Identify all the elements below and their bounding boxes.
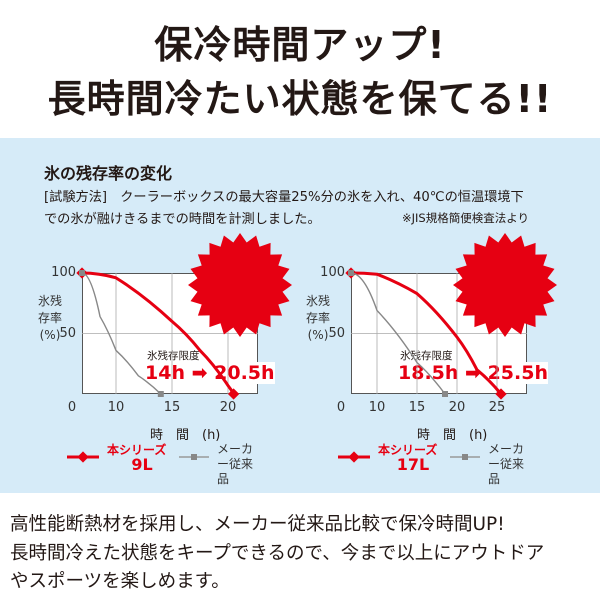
y-axis-label: 氷残存率(%) <box>306 294 331 342</box>
legend-square-icon <box>462 454 468 460</box>
legend-series-size: 17L <box>396 455 430 474</box>
arrow-right-icon: ➡ <box>184 362 215 384</box>
annotation-to: 25.5h <box>487 362 548 384</box>
legend-series-size: 9L <box>131 455 153 474</box>
data-point-square <box>157 391 164 397</box>
headline-line-1: 保冷時間アップ! <box>154 23 446 67</box>
annotation-to: 20.5h <box>214 362 275 384</box>
x-tick-label: 15 <box>163 400 181 415</box>
starburst-badge <box>453 233 557 337</box>
x-tick-label: 15 <box>408 400 426 415</box>
series-line-main <box>81 271 235 395</box>
data-point-square <box>348 270 354 276</box>
footer-line-3: やスポーツを楽しめます。 <box>10 571 230 592</box>
series-line-competitor <box>350 272 446 395</box>
legend-square-icon <box>191 454 197 460</box>
legend-competitor-label: メーカー従来品 <box>488 442 525 486</box>
method-line-1: [試験方法] クーラーボックスの最大容量25%分の氷を入れ、40℃の恒温環境下 <box>44 190 524 205</box>
footer-line-2: 長時間冷えた状態をキープできるので、今まで以上にアウトドア <box>10 543 545 564</box>
x-tick-label: 20 <box>448 400 466 415</box>
x-tick-label: 20 <box>219 400 237 415</box>
jis-note: ※JIS規格簡便検査法より <box>402 211 529 225</box>
data-point-square <box>79 270 85 276</box>
headline-line-2: 長時間冷たい状態を保てる!! <box>47 77 553 121</box>
annotation-label: 氷残存限度 <box>147 350 200 362</box>
legend-diamond-icon <box>77 451 89 463</box>
y-tick-label: 100 <box>320 265 345 280</box>
x-tick-label: 25 <box>488 400 506 415</box>
x-tick-label: 0 <box>336 400 346 415</box>
legend-series-label: 本シリーズ <box>107 443 167 457</box>
annotation-values: 14h ➡ 20.5h <box>145 362 275 384</box>
chart-heading: 氷の残存率の変化 <box>44 164 173 183</box>
footer-line-1: 高性能断熱材を採用し、メーカー従来品比較で保冷時間UP! <box>10 514 505 535</box>
y-tick-label: 50 <box>59 325 76 341</box>
y-axis-label: 氷残存率(%) <box>38 294 63 342</box>
y-tick-label: 50 <box>328 325 345 341</box>
data-point-square <box>442 391 448 397</box>
x-tick-label: 0 <box>67 400 77 415</box>
method-line-2: での氷が融けきるまでの時間を計測しました。 <box>44 212 321 227</box>
annotation-label: 氷残存限度 <box>400 350 453 362</box>
series-line-competitor <box>81 272 162 395</box>
y-tick-label: 100 <box>51 265 76 280</box>
legend-competitor-label: メーカー従来品 <box>217 442 254 486</box>
data-point-diamond <box>227 388 240 400</box>
x-axis-label: 時 間 (h) <box>150 428 221 443</box>
legend-series-label: 本シリーズ <box>378 443 438 457</box>
annotation-from: 14h <box>145 362 185 384</box>
series-line-main <box>350 271 503 395</box>
data-point-diamond <box>495 388 507 400</box>
x-tick-label: 10 <box>368 400 386 415</box>
starburst-badge <box>188 233 292 337</box>
x-tick-label: 10 <box>107 400 125 415</box>
legend-diamond-icon <box>348 451 360 463</box>
x-axis-label: 時 間 (h) <box>417 428 488 443</box>
